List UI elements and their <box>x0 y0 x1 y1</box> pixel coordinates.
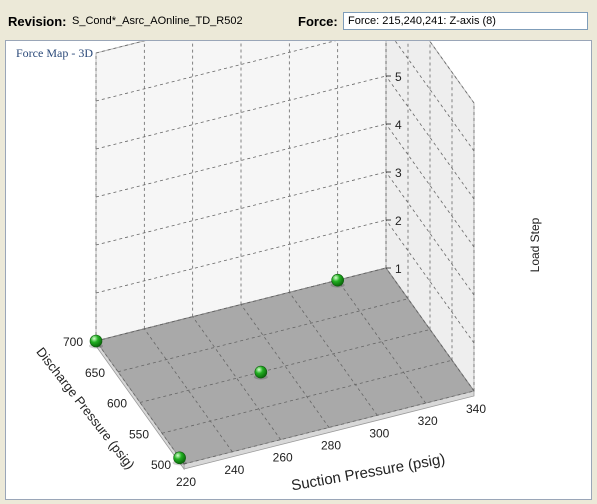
grid-line-floor-x <box>144 328 233 453</box>
z-tick-label: 3 <box>395 166 402 180</box>
grid-line-floor-y <box>117 298 409 373</box>
data-point <box>254 365 268 379</box>
grid-line-floor-y <box>139 329 431 403</box>
x-tick-label: 280 <box>321 439 341 453</box>
force-map-3d-chart[interactable]: 220 240 260 280 300 320 340 500 550 600 650 700 1 2 3 4… <box>6 41 591 499</box>
grid-line-floor-x <box>240 304 330 428</box>
force-label: Force: <box>298 14 338 29</box>
x-axis-title: Suction Pressure (psig) <box>290 451 446 495</box>
force-map-panel: Force Map - 3D 220 240 260 280 300 320 340 500 5… <box>5 40 592 500</box>
toolbar: Revision: S_Cond*_Asrc_AOnline_TD_R502 F… <box>0 0 597 40</box>
force-select[interactable]: Force: 215,240,241: Z-axis (8) <box>343 12 588 30</box>
z-tick-label: 4 <box>395 118 402 132</box>
data-point <box>89 334 103 348</box>
x-tick-label: 320 <box>418 414 438 428</box>
x-tick-label: 240 <box>224 463 244 477</box>
x-tick-label: 340 <box>466 402 486 416</box>
grid-line-side-z <box>385 123 475 248</box>
z-tick-label: 2 <box>395 214 402 228</box>
grid-line-floor-y <box>161 359 453 434</box>
grid-line-side-z <box>394 41 475 152</box>
grid-line-floor-x <box>337 279 426 404</box>
grid-line-floor-x <box>192 316 281 440</box>
grid-line-floor-y <box>95 267 387 342</box>
grid-line-floor-x <box>95 340 185 465</box>
grid-line-side-z <box>385 75 475 200</box>
x-tick-label: 260 <box>273 451 293 465</box>
grid-line-side-z <box>385 171 475 296</box>
x-tick-label: 220 <box>176 475 196 489</box>
x-tick-label: 300 <box>369 426 389 440</box>
z-tick-label: 1 <box>395 262 402 276</box>
y-tick-label: 600 <box>107 397 127 411</box>
data-point <box>173 451 186 465</box>
revision-label: Revision: <box>8 14 67 29</box>
data-point <box>331 273 344 287</box>
y-tick-label: 650 <box>85 366 105 380</box>
y-tick-label: 700 <box>63 335 83 349</box>
y-tick-label: 500 <box>151 458 171 472</box>
panel-title: Force Map - 3D <box>16 46 93 60</box>
grid-line-side-z <box>429 41 475 104</box>
grid-line-side-z <box>385 219 475 344</box>
z-axis-title: Load Step <box>528 217 542 272</box>
grid-line-floor-y <box>183 390 475 465</box>
y-tick-label: 550 <box>129 427 149 441</box>
grid-line-floor-x <box>385 267 475 392</box>
grid-line-floor-x <box>289 292 378 416</box>
revision-value: S_Cond*_Asrc_AOnline_TD_R502 <box>72 15 243 27</box>
z-tick-label: 5 <box>395 70 402 84</box>
